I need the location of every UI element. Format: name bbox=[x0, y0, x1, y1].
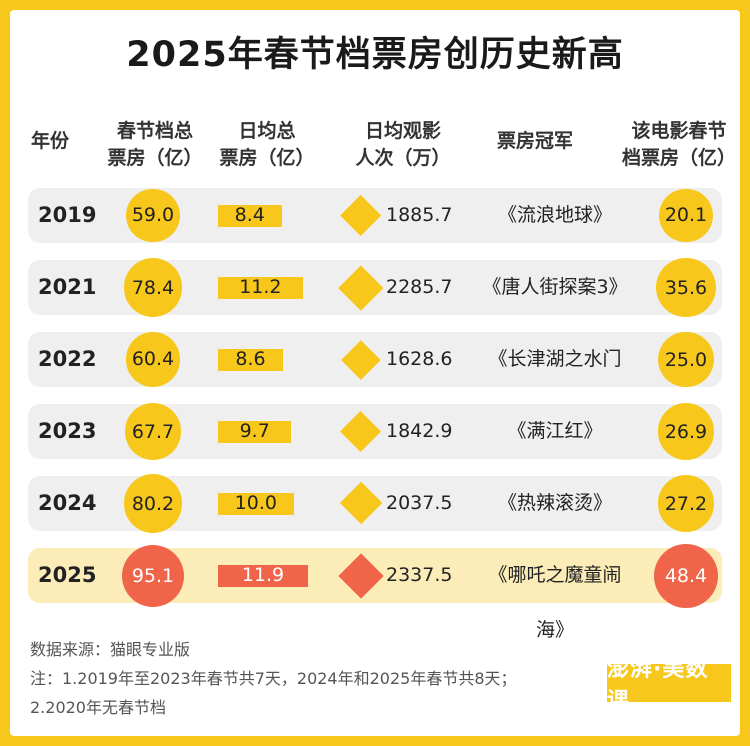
total-box-office-circle: 67.7 bbox=[124, 403, 182, 460]
champion-film: 《长津湖之水门桥》 bbox=[488, 348, 622, 425]
daily-box-office-bar bbox=[218, 276, 303, 299]
champion-film: 《热辣滚烫》 bbox=[497, 492, 612, 514]
daily-viewers-value: 2337.5 bbox=[386, 564, 453, 586]
total-box-office-circle: 95.1 bbox=[122, 544, 184, 607]
daily-box-office-bar bbox=[218, 204, 282, 227]
daily-viewers-diamond bbox=[338, 265, 384, 310]
daily-box-office-label: 8.6 bbox=[235, 348, 266, 370]
daily-box-office-label: 11.9 bbox=[241, 564, 285, 586]
table-row: 2022 60.4 8.6 1628.6 《长津湖之水门桥》 25.0 bbox=[28, 331, 722, 425]
champion-box-office-circle: 25.0 bbox=[658, 331, 714, 388]
daily-viewers-value: 1842.9 bbox=[386, 420, 453, 442]
year-label: 2019 bbox=[38, 203, 97, 227]
daily-box-office-bar bbox=[218, 348, 284, 371]
year-label: 2024 bbox=[38, 491, 97, 515]
daily-box-office-label: 11.2 bbox=[239, 276, 282, 298]
daily-viewers-diamond bbox=[340, 194, 382, 237]
daily-viewers-diamond bbox=[340, 410, 382, 453]
champion-box-office-circle: 35.6 bbox=[656, 257, 716, 318]
header-daily: 日均总 票房（亿） bbox=[219, 120, 315, 169]
table-row: 2019 59.0 8.4 1885.7 《流浪地球》 20.1 bbox=[28, 188, 722, 243]
page-title: 2025年春节档票房创历史新高 bbox=[126, 35, 624, 75]
champion-box-office-circle: 27.2 bbox=[657, 475, 715, 532]
champion-box-office-circle: 20.1 bbox=[659, 188, 713, 243]
year-label: 2022 bbox=[38, 347, 97, 371]
header-champion-box: 该电影春节 档票房（亿） bbox=[621, 120, 736, 169]
header-total: 春节档总 票房（亿） bbox=[107, 120, 203, 169]
daily-box-office-label: 8.4 bbox=[234, 204, 265, 226]
champion-film: 《流浪地球》 bbox=[497, 204, 612, 226]
daily-viewers-diamond bbox=[339, 482, 383, 525]
brand-logo: 澎湃·美数课 bbox=[607, 657, 731, 714]
daily-viewers-value: 2285.7 bbox=[386, 276, 453, 298]
table-row: 2025 95.1 11.9 2337.5 《哪吒之魔童闹海》 48.4 bbox=[28, 543, 722, 641]
daily-box-office-label: 10.0 bbox=[234, 492, 277, 514]
daily-box-office-bar bbox=[218, 492, 294, 515]
header-champion: 票房冠军 bbox=[496, 130, 573, 152]
header-viewers: 日均观影 人次（万） bbox=[355, 120, 451, 169]
header-year: 年份 bbox=[30, 130, 69, 152]
daily-viewers-diamond bbox=[338, 552, 384, 599]
total-box-office-circle: 80.2 bbox=[123, 474, 183, 533]
year-label: 2023 bbox=[38, 419, 97, 443]
year-label: 2021 bbox=[38, 275, 97, 299]
year-label: 2025 bbox=[38, 563, 97, 587]
table-row: 2021 78.4 11.2 2285.7 《唐人街探案3》 35.6 bbox=[28, 257, 722, 318]
daily-viewers-value: 1628.6 bbox=[386, 348, 453, 370]
champion-box-office-circle: 48.4 bbox=[654, 543, 718, 608]
daily-box-office-bar bbox=[218, 564, 308, 587]
daily-box-office-label: 9.7 bbox=[239, 420, 270, 442]
daily-viewers-value: 1885.7 bbox=[386, 204, 453, 226]
note-2: 2.2020年无春节档 bbox=[30, 698, 166, 717]
total-box-office-circle: 78.4 bbox=[123, 258, 183, 317]
total-box-office-circle: 60.4 bbox=[125, 332, 181, 387]
daily-box-office-bar bbox=[218, 420, 292, 443]
daily-viewers-value: 2037.5 bbox=[386, 492, 453, 514]
source-note: 数据来源：猫眼专业版 bbox=[30, 640, 191, 659]
champion-film: 《满江红》 bbox=[507, 420, 603, 442]
table-row: 2023 67.7 9.7 1842.9 《满江红》 26.9 bbox=[28, 403, 722, 460]
champion-box-office-circle: 26.9 bbox=[657, 403, 715, 460]
note-1: 注：1.2019年至2023年春节共7天，2024年和2025年春节共8天； bbox=[30, 669, 517, 688]
total-box-office-circle: 59.0 bbox=[126, 188, 180, 243]
daily-viewers-diamond bbox=[341, 339, 381, 380]
table-row: 2024 80.2 10.0 2037.5 《热辣滚烫》 27.2 bbox=[28, 474, 722, 533]
champion-film: 《哪吒之魔童闹海》 bbox=[488, 564, 622, 641]
champion-film: 《唐人街探案3》 bbox=[482, 276, 628, 298]
